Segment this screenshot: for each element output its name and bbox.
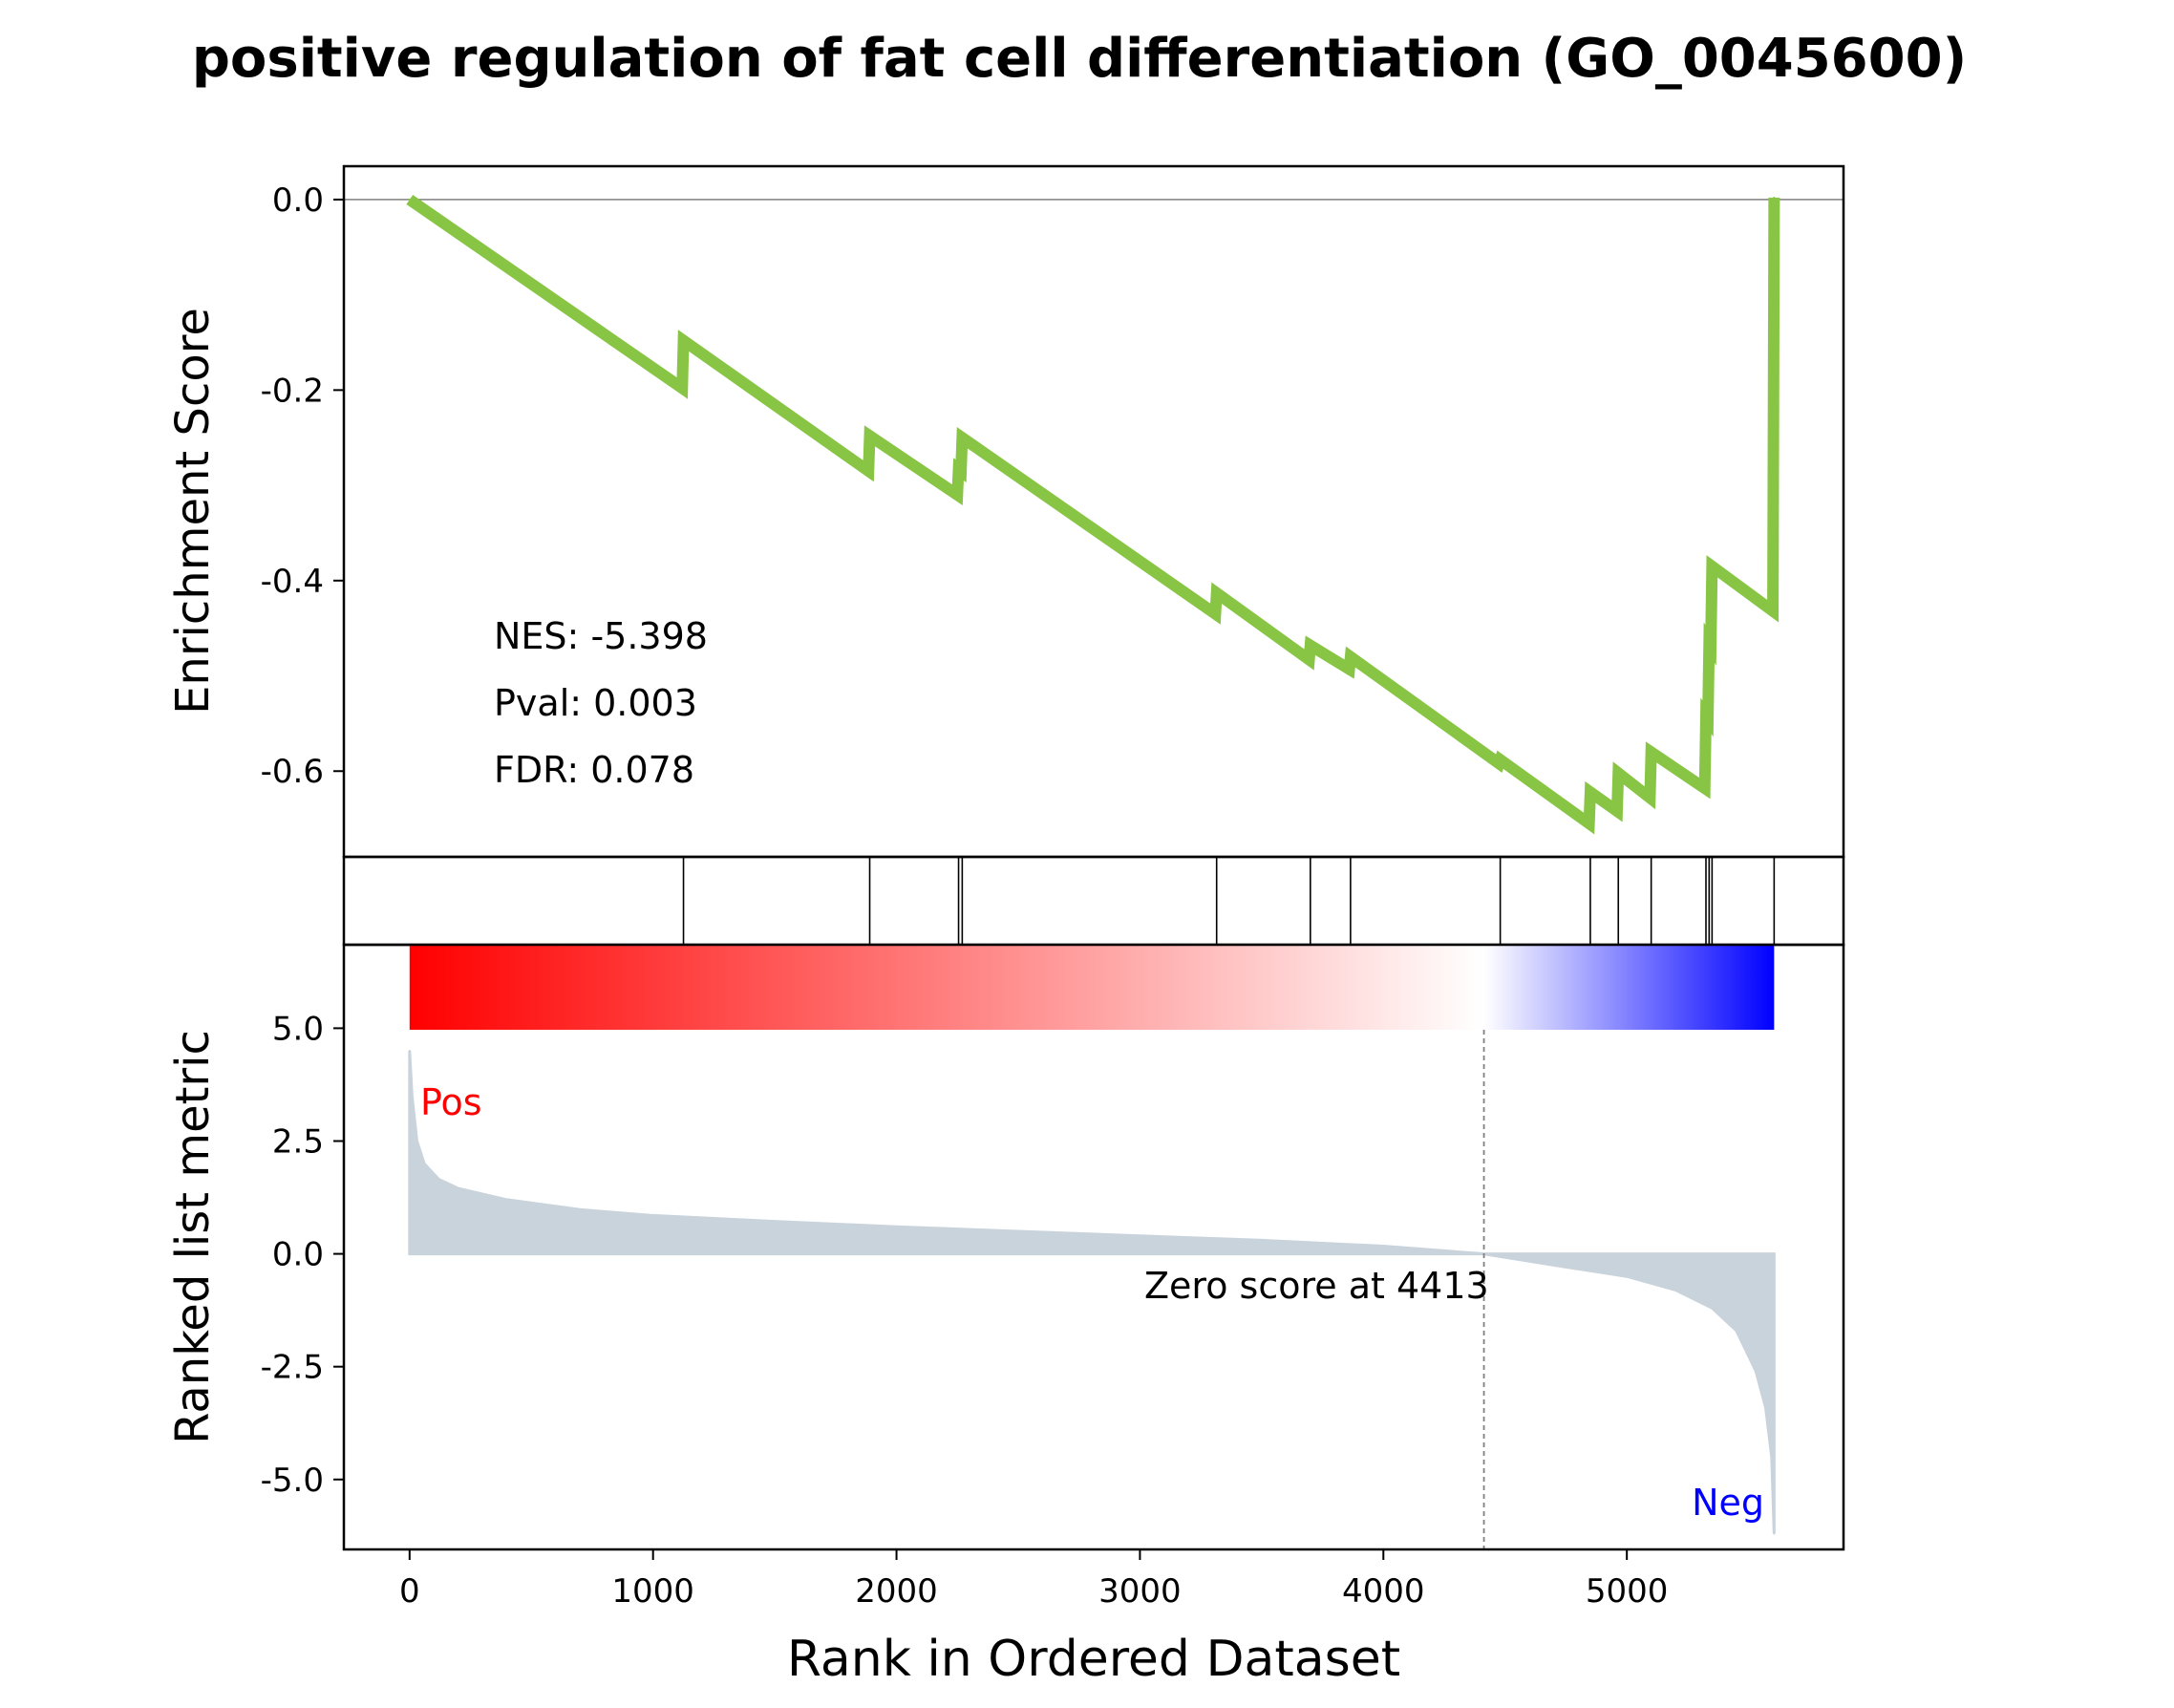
zero-score-label: Zero score at 4413 xyxy=(1144,1265,1489,1307)
x-tick-label: 1000 xyxy=(611,1572,694,1611)
ranked-metric-point xyxy=(651,1214,654,1217)
enrichment-point xyxy=(1308,658,1311,661)
ranked-metric-point xyxy=(1382,1245,1385,1248)
ranked-metric-points xyxy=(408,1050,1776,1535)
ranked-metric-point xyxy=(408,1050,411,1053)
ranked-metric-point xyxy=(774,1220,777,1223)
enrichment-point xyxy=(1588,791,1591,794)
enrichment-point xyxy=(1704,715,1707,717)
ranked-metric-point xyxy=(505,1198,508,1201)
y-tick-label: 5.0 xyxy=(272,1010,324,1048)
ranked-metric-point xyxy=(457,1187,459,1190)
ranked-metric-panel: Zero score at 4413 Pos Neg 5.0 2.5 0.0 -2.5… xyxy=(166,943,1845,1688)
enrichment-point xyxy=(1772,609,1775,612)
ranked-metric-point xyxy=(1674,1289,1677,1292)
y-tick-label: 0.0 xyxy=(272,181,324,220)
ranked-metric-point xyxy=(1552,1264,1555,1267)
x-axis-label: Rank in Ordered Dataset xyxy=(787,1631,1400,1688)
enrichment-point xyxy=(1708,641,1711,644)
rank-y-ticks: 5.0 2.5 0.0 -2.5 -5.0 xyxy=(261,1010,344,1500)
enrichment-point xyxy=(867,470,870,473)
enrichment-score-panel: 0.0-0.2-0.4-0.6 NES: -5.398 Pval: 0.003 … xyxy=(166,164,1845,859)
enrichment-point xyxy=(1707,717,1710,720)
enrichment-point xyxy=(1348,668,1351,671)
y-tick-label: -0.6 xyxy=(261,753,324,791)
enrichment-point xyxy=(960,470,963,473)
pos-label: Pos xyxy=(420,1081,482,1123)
ranked-metric-point xyxy=(423,1163,426,1165)
enrichment-point xyxy=(1309,644,1311,647)
enrichment-point xyxy=(1649,797,1652,800)
enrichment-point xyxy=(868,435,871,438)
enrichment-y-ticks: 0.0 -0.2 -0.4 -0.6 xyxy=(261,181,344,791)
enrichment-point xyxy=(682,339,685,342)
y-tick-label: -0.2 xyxy=(261,372,324,410)
chart-title: positive regulation of fat cell differen… xyxy=(192,28,1967,90)
rank-panel-frame xyxy=(342,943,1845,1551)
enrichment-point xyxy=(1617,772,1620,775)
x-tick-label: 0 xyxy=(399,1572,420,1611)
ranked-metric-point xyxy=(1260,1239,1263,1242)
nes-annotation: NES: -5.398 xyxy=(494,615,708,657)
y-tick-label: -2.5 xyxy=(261,1349,324,1387)
ranked-metric-point xyxy=(1711,1307,1714,1310)
gene-hit-lines xyxy=(682,857,1776,945)
ranked-metric-point xyxy=(1764,1406,1767,1409)
ranked-metric-point xyxy=(437,1178,440,1181)
x-tick-label: 3000 xyxy=(1098,1572,1182,1611)
ranked-metric-point xyxy=(1016,1229,1019,1232)
neg-label: Neg xyxy=(1692,1482,1764,1524)
x-tick-label: 2000 xyxy=(855,1572,938,1611)
enrichment-point xyxy=(1703,787,1706,790)
enrichment-point xyxy=(957,468,960,471)
ranked-metric-point xyxy=(1773,1532,1776,1535)
ranked-metric-point xyxy=(579,1208,582,1211)
ranked-metric-point xyxy=(1139,1234,1141,1237)
ranked-metric-point xyxy=(411,1095,414,1098)
y-tick-label: 0.0 xyxy=(272,1236,324,1274)
enrichment-point xyxy=(1773,196,1776,199)
enrichment-point xyxy=(408,198,411,201)
enrichment-point xyxy=(1215,591,1218,594)
enrichment-y-axis-label: Enrichment Score xyxy=(166,308,220,715)
enrichment-point xyxy=(1214,612,1217,615)
ranked-metric-point xyxy=(1626,1275,1629,1278)
enrichment-point xyxy=(961,437,964,439)
fdr-annotation: FDR: 0.078 xyxy=(494,749,694,791)
ranked-metric-point xyxy=(1735,1329,1737,1332)
enrichment-point xyxy=(681,387,684,390)
enrichment-point xyxy=(1711,565,1714,567)
x-tick-label: 4000 xyxy=(1342,1572,1425,1611)
enrichment-point xyxy=(956,494,959,497)
y-tick-label: -5.0 xyxy=(261,1462,324,1500)
rank-y-axis-label: Ranked list metric xyxy=(166,1030,220,1444)
y-tick-label: 2.5 xyxy=(272,1122,324,1161)
enrichment-point xyxy=(1615,810,1618,813)
y-tick-label: -0.4 xyxy=(261,563,324,601)
rank-colorbar xyxy=(409,945,1775,1030)
ranked-metric-area xyxy=(408,1050,1776,1534)
enrichment-point xyxy=(1499,758,1502,761)
enrichment-point xyxy=(1588,822,1590,825)
pval-annotation: Pval: 0.003 xyxy=(494,682,697,724)
rank-x-ticks: 0 1000 2000 3000 4000 5000 xyxy=(399,1549,1668,1611)
enrichment-point xyxy=(1349,655,1352,658)
enrichment-point xyxy=(1650,751,1652,754)
enrichment-score-points xyxy=(408,196,1776,825)
enrichment-point xyxy=(1498,762,1501,765)
ranked-metric-point xyxy=(1755,1370,1758,1373)
ranked-metric-point xyxy=(895,1226,898,1228)
x-tick-label: 5000 xyxy=(1586,1572,1669,1611)
ranked-metric-point xyxy=(1770,1456,1773,1459)
enrichment-point xyxy=(1710,644,1713,647)
ranked-metric-point xyxy=(416,1140,418,1142)
